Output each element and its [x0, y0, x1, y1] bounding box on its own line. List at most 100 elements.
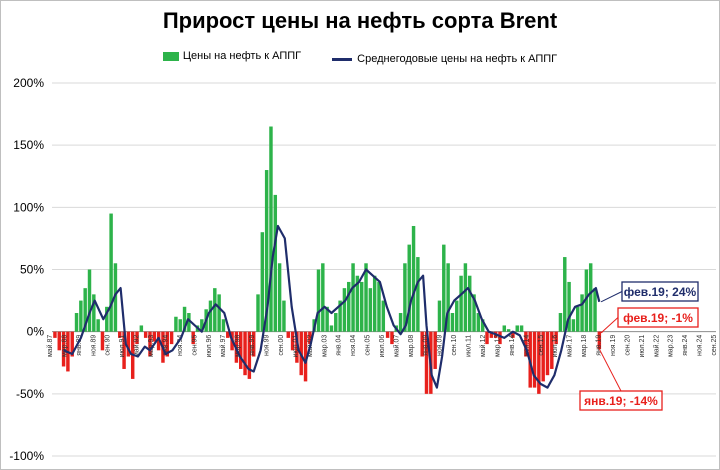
bar	[83, 288, 87, 332]
x-tick-label: ноя.94	[177, 335, 184, 356]
bar	[308, 331, 312, 345]
bar	[450, 313, 455, 332]
bar	[238, 331, 243, 369]
chart-title: Прирост цены на нефть сорта Brent	[162, 8, 558, 33]
bar	[187, 313, 191, 332]
x-tick-label: май.97	[219, 335, 227, 357]
bar	[70, 331, 74, 357]
bar	[213, 288, 217, 332]
x-tick-label: июл.91	[119, 335, 126, 358]
y-tick-label: -100%	[9, 449, 44, 463]
bar	[156, 331, 161, 351]
y-tick-label: 50%	[20, 263, 44, 277]
x-tick-label: май.92	[133, 335, 141, 357]
x-tick-label: ноя.04	[350, 335, 357, 356]
bar	[126, 331, 131, 357]
legend-swatch-line	[332, 57, 353, 61]
bar	[381, 300, 386, 332]
x-tick-label: май.87	[46, 335, 54, 357]
x-tick-label: мар.03	[321, 335, 328, 357]
bar	[247, 331, 252, 379]
legend-item-line: Среднегодовые цены на нефть к АППГ	[332, 53, 557, 65]
bar	[208, 300, 213, 332]
chart-legend: Цены на нефть к АППГ Среднегодовые цены …	[0, 50, 720, 65]
x-tick-label: ноя.24	[697, 335, 704, 356]
bar	[524, 331, 528, 357]
x-tick-label: янв.24	[682, 335, 689, 356]
bar	[597, 331, 602, 350]
callout-leader	[600, 291, 623, 303]
bar	[515, 325, 519, 332]
bar	[200, 319, 204, 332]
bar	[420, 331, 424, 357]
bar	[347, 281, 351, 332]
x-tick-label: ноя.14	[523, 335, 530, 356]
bar	[588, 263, 593, 332]
x-tick-label: сен.10	[451, 335, 458, 356]
bar	[57, 331, 61, 351]
y-tick-label: 0%	[27, 325, 45, 339]
bar	[139, 325, 144, 332]
x-tick-label: ноя.89	[90, 335, 97, 356]
x-tick-label: сен.15	[538, 335, 545, 356]
bar	[598, 331, 603, 333]
callout-leader	[600, 317, 619, 334]
x-tick-label: мар.88	[61, 335, 68, 357]
legend-swatch-bars	[162, 51, 179, 61]
bar	[558, 313, 563, 332]
bar	[269, 126, 273, 332]
bar	[411, 225, 416, 332]
bar	[105, 306, 109, 332]
bar	[109, 213, 113, 332]
x-tick-label: ноя.99	[264, 335, 271, 356]
bar	[316, 269, 321, 332]
bar	[165, 331, 170, 357]
bar	[303, 331, 308, 382]
bar	[182, 306, 187, 332]
bar	[243, 331, 247, 376]
x-tick-label: июл.96	[206, 335, 213, 358]
callout-label: фев.19; 24%	[624, 285, 697, 299]
bar	[321, 263, 325, 332]
bar	[260, 232, 265, 332]
bar	[519, 325, 524, 332]
bar	[351, 263, 355, 332]
x-tick-label: сен.00	[278, 335, 285, 356]
bar	[359, 281, 364, 332]
bar	[143, 331, 148, 338]
x-tick-label: июл.16	[552, 335, 559, 358]
x-tick-label: мар.98	[235, 335, 242, 357]
bar	[455, 300, 459, 332]
x-tick-label: ноя.09	[437, 335, 444, 356]
x-tick-label: мар.08	[408, 335, 415, 357]
bar	[256, 294, 260, 332]
x-tick-label: мар.23	[668, 335, 675, 357]
bar	[277, 263, 282, 332]
bar	[584, 269, 589, 332]
bar	[403, 263, 407, 332]
bar	[537, 331, 541, 394]
bar	[593, 288, 597, 332]
x-tick-label: янв.14	[509, 335, 516, 356]
y-tick-label: 150%	[13, 138, 44, 152]
bar	[576, 306, 580, 332]
bar	[191, 331, 195, 345]
bar	[563, 257, 567, 332]
x-tick-label: мар.18	[581, 335, 588, 357]
bar	[74, 313, 79, 332]
bar	[372, 275, 377, 332]
bar	[178, 319, 182, 332]
x-tick-label: май.12	[479, 335, 487, 357]
x-tick-label: сен.05	[365, 335, 372, 356]
x-tick-label: янв.94	[162, 335, 169, 356]
bar	[446, 263, 450, 332]
x-tick-label: мар.13	[494, 335, 501, 357]
bar	[437, 300, 442, 332]
bar	[545, 331, 550, 376]
x-tick-label: май.22	[652, 335, 660, 357]
bar	[96, 319, 100, 332]
bar	[282, 300, 286, 332]
x-tick-label: ноя.19	[610, 335, 617, 356]
bar	[355, 275, 360, 332]
